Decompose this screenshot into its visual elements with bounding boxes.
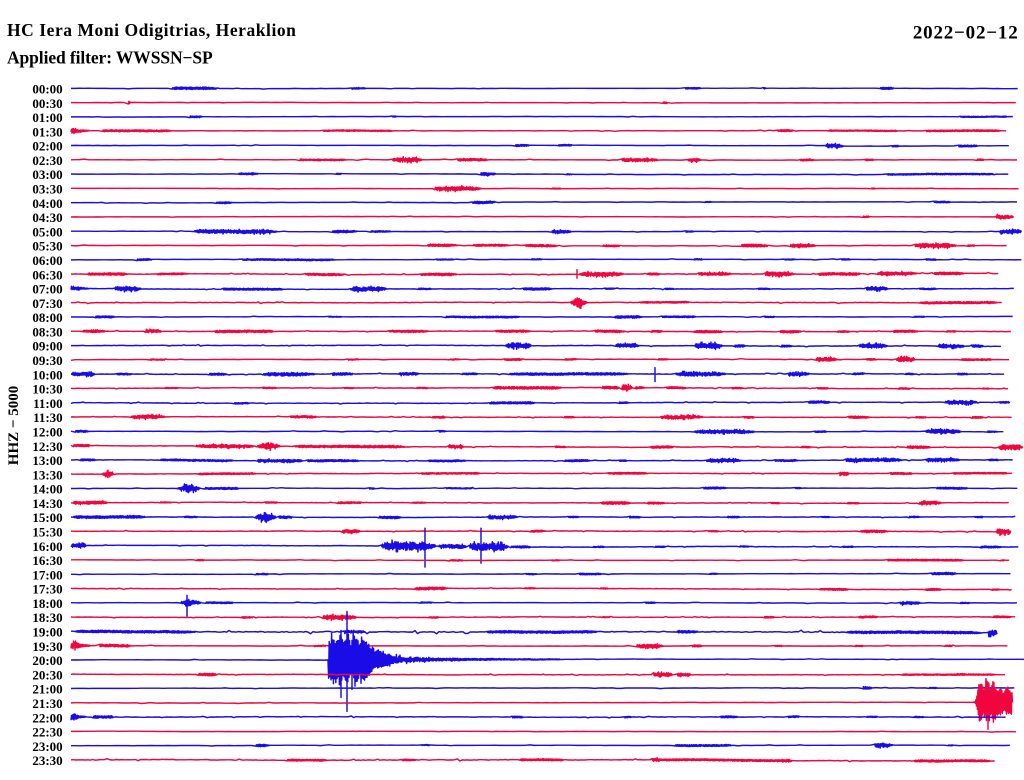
svg-text:04:00: 04:00 xyxy=(32,196,62,211)
svg-text:15:00: 15:00 xyxy=(32,510,62,525)
svg-text:03:00: 03:00 xyxy=(32,167,62,182)
svg-text:00:00: 00:00 xyxy=(32,82,62,97)
svg-text:07:30: 07:30 xyxy=(32,296,62,311)
svg-text:07:00: 07:00 xyxy=(32,282,62,297)
svg-text:06:00: 06:00 xyxy=(32,253,62,268)
svg-text:03:30: 03:30 xyxy=(32,182,62,197)
svg-text:11:30: 11:30 xyxy=(33,410,63,425)
svg-text:09:00: 09:00 xyxy=(32,339,62,354)
svg-text:14:30: 14:30 xyxy=(32,496,62,511)
svg-text:16:00: 16:00 xyxy=(32,539,62,554)
svg-text:21:00: 21:00 xyxy=(32,682,62,697)
svg-text:23:30: 23:30 xyxy=(32,753,62,768)
svg-text:19:30: 19:30 xyxy=(32,639,62,654)
svg-text:12:30: 12:30 xyxy=(32,439,62,454)
svg-text:15:30: 15:30 xyxy=(32,525,62,540)
svg-text:01:00: 01:00 xyxy=(32,110,62,125)
svg-text:08:30: 08:30 xyxy=(32,324,62,339)
svg-text:10:00: 10:00 xyxy=(32,367,62,382)
svg-text:00:30: 00:30 xyxy=(32,96,62,111)
svg-text:22:00: 22:00 xyxy=(32,710,62,725)
svg-text:Applied filter: WWSSN−SP: Applied filter: WWSSN−SP xyxy=(7,48,213,68)
svg-text:21:30: 21:30 xyxy=(32,696,62,711)
svg-text:2022−02−12: 2022−02−12 xyxy=(913,22,1019,43)
svg-text:HHZ − 5000: HHZ − 5000 xyxy=(6,386,22,465)
svg-text:22:30: 22:30 xyxy=(32,725,62,740)
svg-text:09:30: 09:30 xyxy=(32,353,62,368)
svg-text:02:00: 02:00 xyxy=(32,139,62,154)
svg-text:05:30: 05:30 xyxy=(32,239,62,254)
svg-text:17:00: 17:00 xyxy=(32,567,62,582)
svg-text:01:30: 01:30 xyxy=(32,124,62,139)
svg-text:02:30: 02:30 xyxy=(32,153,62,168)
svg-text:14:00: 14:00 xyxy=(32,482,62,497)
svg-text:04:30: 04:30 xyxy=(32,210,62,225)
svg-text:19:00: 19:00 xyxy=(32,625,62,640)
svg-text:10:30: 10:30 xyxy=(32,382,62,397)
svg-text:18:30: 18:30 xyxy=(32,610,62,625)
svg-text:06:30: 06:30 xyxy=(32,267,62,282)
svg-text:16:30: 16:30 xyxy=(32,553,62,568)
svg-text:13:00: 13:00 xyxy=(32,453,62,468)
svg-text:05:00: 05:00 xyxy=(32,224,62,239)
svg-text:13:30: 13:30 xyxy=(32,467,62,482)
svg-text:08:00: 08:00 xyxy=(32,310,62,325)
svg-text:11:00: 11:00 xyxy=(33,396,63,411)
svg-text:18:00: 18:00 xyxy=(32,596,62,611)
svg-text:17:30: 17:30 xyxy=(32,582,62,597)
svg-text:23:00: 23:00 xyxy=(32,739,62,754)
svg-text:12:00: 12:00 xyxy=(32,425,62,440)
svg-text:20:30: 20:30 xyxy=(32,667,62,682)
svg-text:20:00: 20:00 xyxy=(32,653,62,668)
svg-text:HC Iera Moni Odigitrias, Herak: HC Iera Moni Odigitrias, Heraklion xyxy=(7,20,296,40)
